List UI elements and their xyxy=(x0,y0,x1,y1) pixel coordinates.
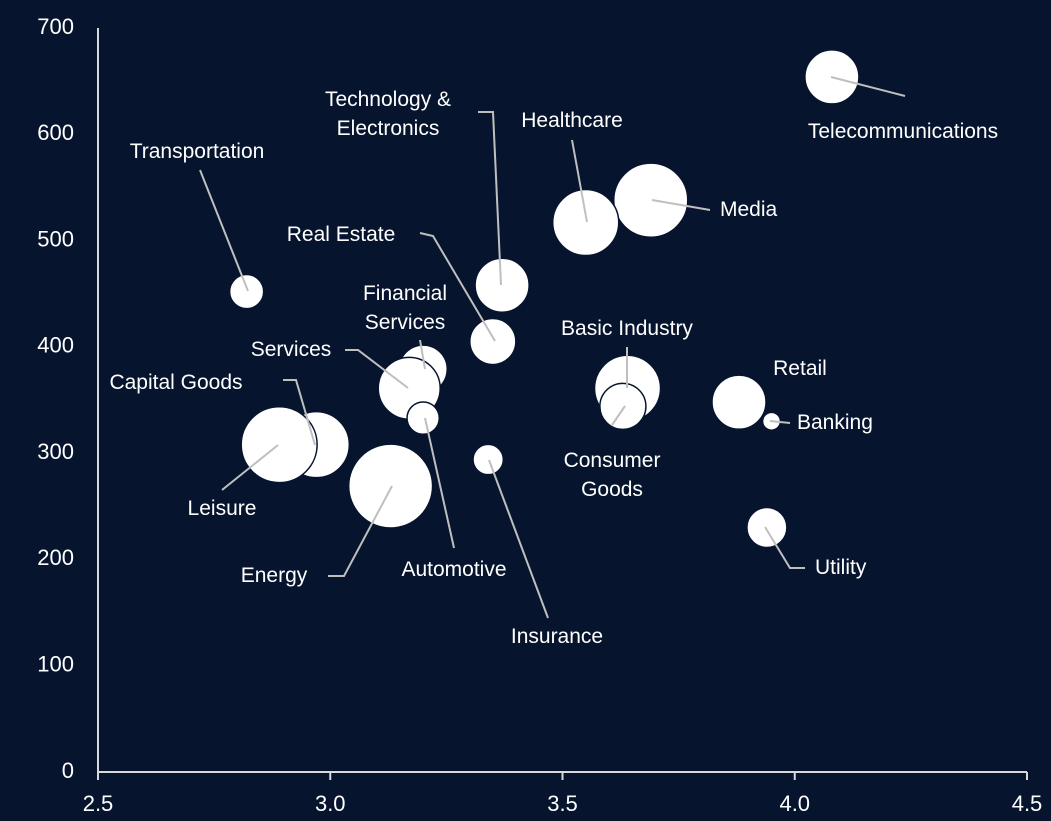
bubble-label: Energy xyxy=(240,564,308,587)
leader-line xyxy=(478,111,502,286)
bubble-label: Leisure xyxy=(187,497,257,520)
bubble xyxy=(228,273,265,310)
x-tick-label: 4.0 xyxy=(779,791,810,816)
y-tick-label: 500 xyxy=(37,226,74,251)
leader-line xyxy=(419,339,426,370)
bubble-label: Transportation xyxy=(129,140,265,163)
x-tick-label: 2.5 xyxy=(83,791,114,816)
bubble-label: Services xyxy=(250,338,332,361)
bubble-label: Healthcare xyxy=(521,109,623,132)
y-tick-label: 100 xyxy=(37,652,74,677)
bubble-label: Retail xyxy=(773,357,827,380)
bubble xyxy=(474,257,530,313)
y-tick-label: 700 xyxy=(37,14,74,39)
bubble xyxy=(406,401,441,435)
bubble xyxy=(469,317,517,366)
leader-line xyxy=(345,349,409,389)
bubble xyxy=(612,162,689,238)
x-tick-label: 3.5 xyxy=(547,791,578,816)
bubble-label: Financial Services xyxy=(362,282,448,334)
y-tick-label: 300 xyxy=(37,439,74,464)
bubble xyxy=(347,443,434,529)
bubble-label: Utility xyxy=(815,556,867,579)
leader-line xyxy=(424,417,455,549)
bubble-label: Basic Industry xyxy=(561,317,693,340)
leader-line xyxy=(651,199,711,211)
bubble-label: Capital Goods xyxy=(109,371,243,394)
bubble xyxy=(472,443,505,476)
bubble-label: Telecommunications xyxy=(807,120,999,143)
leader-line xyxy=(328,485,393,577)
bubble xyxy=(599,382,647,431)
leader-line xyxy=(199,169,249,292)
bubble-label: Banking xyxy=(797,411,873,434)
y-tick-label: 200 xyxy=(37,545,74,570)
bubble xyxy=(240,405,318,484)
bubble-label: Insurance xyxy=(510,625,604,648)
x-tick-label: 3.0 xyxy=(315,791,346,816)
leader-line xyxy=(571,139,588,223)
leader-line xyxy=(769,420,791,424)
bubble xyxy=(711,374,767,430)
leader-line xyxy=(419,232,496,342)
bubble-label: Real Estate xyxy=(286,223,396,246)
leader-line xyxy=(830,76,906,97)
y-tick-label: 600 xyxy=(37,120,74,145)
leader-line xyxy=(283,379,316,446)
bubble xyxy=(746,506,788,549)
leader-line xyxy=(221,444,279,491)
leader-line xyxy=(764,526,805,569)
x-tick-label: 4.5 xyxy=(1012,791,1043,816)
y-tick-label: 400 xyxy=(37,333,74,358)
bubble xyxy=(551,188,620,257)
bubble-label: Consumer Goods xyxy=(563,449,661,501)
y-tick-label: 0 xyxy=(62,758,74,783)
leader-line xyxy=(488,459,549,619)
leader-line xyxy=(611,405,626,426)
bubble-label: Automotive xyxy=(401,558,507,581)
bubble-label: Media xyxy=(720,198,778,221)
bubble-label: Technology & Electronics xyxy=(324,88,452,140)
